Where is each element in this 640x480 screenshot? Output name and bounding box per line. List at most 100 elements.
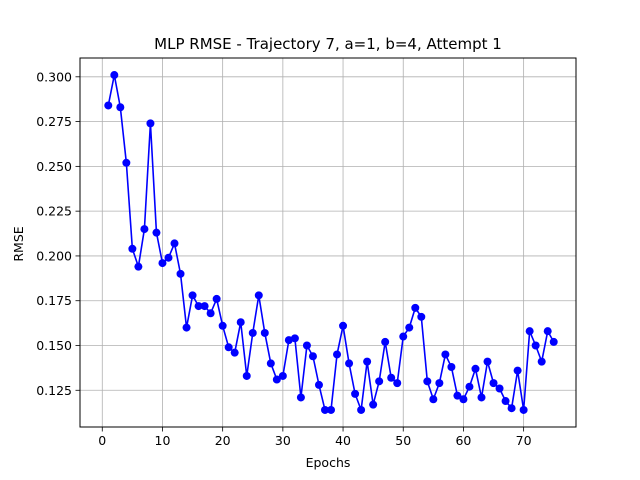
rmse-data-point <box>296 393 305 402</box>
rmse-data-point <box>513 366 522 375</box>
x-tick-label: 20 <box>215 433 231 448</box>
rmse-data-point <box>507 404 516 413</box>
rmse-data-point <box>314 380 323 389</box>
rmse-data-point <box>549 337 558 346</box>
grid <box>80 58 576 427</box>
rmse-data-point <box>182 323 191 332</box>
rmse-data-point <box>447 362 456 371</box>
rmse-data-point <box>477 393 486 402</box>
rmse-data-point <box>146 119 155 128</box>
rmse-data-point <box>435 379 444 388</box>
rmse-data-point <box>236 318 245 327</box>
rmse-data-point <box>134 262 143 271</box>
y-tick-label: 0.125 <box>36 383 72 398</box>
rmse-data-point <box>242 371 251 380</box>
rmse-data-point <box>345 359 354 368</box>
y-tick-label: 0.275 <box>36 114 72 129</box>
plot-frame <box>79 57 577 428</box>
rmse-data-point <box>260 328 269 337</box>
rmse-data-point <box>459 395 468 404</box>
rmse-data-point <box>218 321 227 330</box>
rmse-data-point <box>104 101 113 110</box>
x-axis-label: Epochs <box>306 455 351 470</box>
rmse-data-point <box>471 364 480 373</box>
rmse-data-point <box>393 379 402 388</box>
rmse-data-point <box>375 377 384 386</box>
rmse-data-point <box>212 294 221 303</box>
rmse-data-point <box>333 350 342 359</box>
rmse-data-point <box>170 239 179 248</box>
rmse-data-point <box>483 357 492 366</box>
x-axis-ticks: 0 10 20 30 40 50 60 70 <box>98 427 532 448</box>
rmse-data-point <box>453 391 462 400</box>
y-tick-label: 0.175 <box>36 293 72 308</box>
y-tick-label: 0.150 <box>36 338 72 353</box>
rmse-data-point <box>339 321 348 330</box>
rmse-data-point <box>176 269 185 278</box>
rmse-data-point <box>351 389 360 398</box>
rmse-data-point <box>140 225 149 234</box>
rmse-data-point <box>429 395 438 404</box>
rmse-data-point <box>254 291 263 300</box>
y-axis-label: RMSE <box>11 226 26 261</box>
rmse-data-point <box>357 405 366 414</box>
rmse-data-point <box>110 71 119 80</box>
y-tick-label: 0.300 <box>36 69 72 84</box>
chart-title: MLP RMSE - Trajectory 7, a=1, b=4, Attem… <box>154 35 502 53</box>
x-tick-label: 60 <box>455 433 471 448</box>
rmse-data-point <box>381 337 390 346</box>
rmse-data-point <box>327 405 336 414</box>
rmse-data-point <box>489 379 498 388</box>
rmse-data-point <box>248 328 257 337</box>
rmse-data-point <box>399 332 408 341</box>
rmse-data-point <box>116 103 125 112</box>
rmse-data-point <box>284 336 293 345</box>
rmse-data-point <box>531 341 540 350</box>
rmse-data-point <box>272 375 281 384</box>
rmse-data-point <box>194 302 203 311</box>
rmse-data-point <box>158 259 167 268</box>
rmse-data-point <box>224 343 233 352</box>
rmse-data-point <box>405 323 414 332</box>
rmse-data-point <box>423 377 432 386</box>
rmse-data-point <box>308 352 317 361</box>
x-tick-label: 40 <box>335 433 351 448</box>
y-axis-ticks: 0.125 0.150 0.175 0.200 0.225 0.250 0.275 0.300 <box>36 69 80 398</box>
rmse-data-point <box>206 309 215 318</box>
rmse-data-point <box>266 359 275 368</box>
rmse-data-point <box>525 327 534 336</box>
rmse-data-point <box>411 303 420 312</box>
rmse-data-point <box>164 253 173 262</box>
rmse-data-point <box>543 327 552 336</box>
rmse-data-point <box>320 405 329 414</box>
rmse-data-point <box>128 244 137 253</box>
x-tick-label: 10 <box>155 433 171 448</box>
x-tick-label: 30 <box>275 433 291 448</box>
rmse-data-point <box>200 302 209 311</box>
x-tick-label: 0 <box>98 433 106 448</box>
rmse-data-point <box>230 348 239 357</box>
rmse-data-point <box>501 397 510 406</box>
y-tick-label: 0.200 <box>36 248 72 263</box>
y-tick-label: 0.225 <box>36 204 72 219</box>
rmse-data-point <box>537 357 546 366</box>
rmse-data-point <box>441 350 450 359</box>
rmse-data-point <box>495 384 504 393</box>
rmse-data-point <box>302 341 311 350</box>
rmse-data-point <box>519 405 528 414</box>
y-tick-label: 0.250 <box>36 159 72 174</box>
x-tick-label: 70 <box>516 433 532 448</box>
rmse-data-point <box>417 312 426 321</box>
x-tick-label: 50 <box>395 433 411 448</box>
rmse-data-point <box>188 291 197 300</box>
rmse-data-point <box>278 371 287 380</box>
rmse-data-point <box>465 382 474 391</box>
rmse-data-point <box>387 373 396 382</box>
rmse-data-point <box>152 228 161 237</box>
series-layer <box>104 71 558 414</box>
rmse-data-point <box>290 334 299 343</box>
rmse-data-point <box>369 400 378 409</box>
rmse-data-point <box>363 357 372 366</box>
